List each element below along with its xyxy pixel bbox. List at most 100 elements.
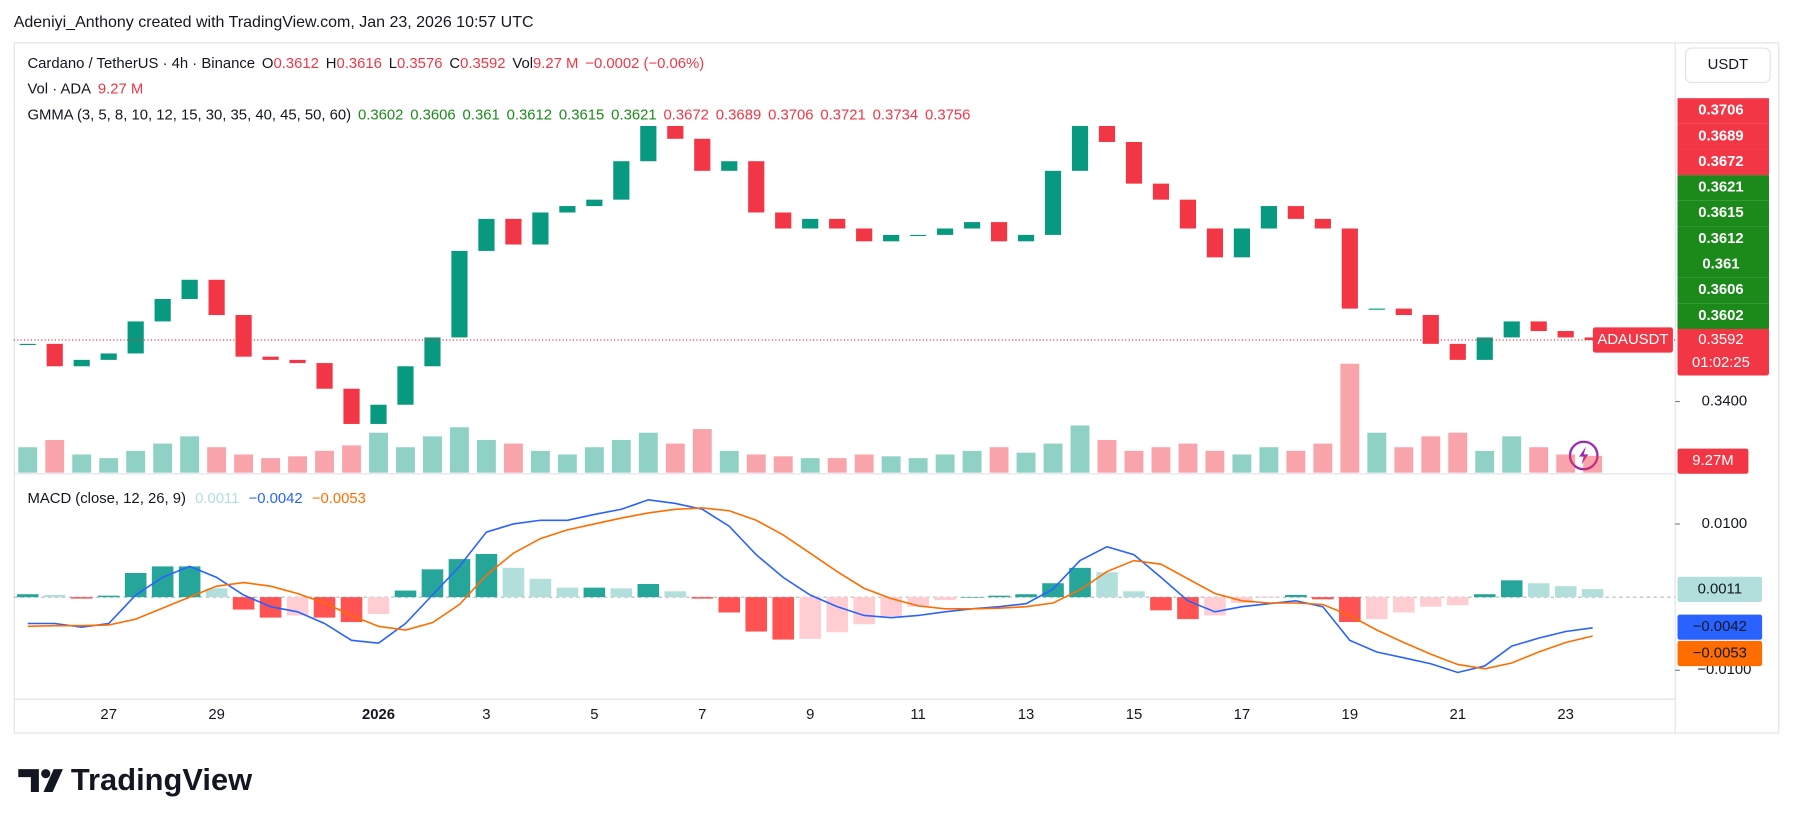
volume-bar [18, 447, 38, 473]
candle [1098, 125, 1116, 142]
volume-bar [342, 445, 361, 473]
volume-bar [1043, 443, 1063, 473]
candle [937, 228, 954, 235]
price-tag: 0.3592 [1698, 332, 1743, 348]
macd-legend: MACD (close, 12, 26, 9) 0.0011 −0.0042 −0.0… [27, 491, 366, 507]
c-label: C [449, 56, 460, 72]
macd-histogram-bar [1096, 572, 1118, 598]
macd-histogram-bar [988, 595, 1010, 598]
o-label: O [262, 56, 274, 72]
gmma-legend: GMMA (3, 5, 8, 10, 12, 15, 30, 35, 40, 4… [27, 108, 970, 124]
candle [316, 363, 333, 389]
x-tick-label: 23 [1557, 707, 1574, 723]
volume-value: 9.27 M [98, 81, 143, 97]
macd-histogram-bar [1446, 597, 1469, 606]
hist-value: 0.0011 [195, 491, 239, 507]
macd-tag: −0.0042 [1693, 619, 1747, 635]
macd-histogram-bar [1204, 597, 1226, 616]
candle [640, 125, 657, 162]
macd-histogram-bar [772, 597, 795, 640]
macd-histogram-bar [124, 572, 147, 598]
l-value: 0.3576 [397, 56, 442, 72]
gmma-tag: 0.3602 [1698, 308, 1743, 324]
candle [154, 298, 171, 322]
volume-bar [692, 429, 712, 473]
macd-histogram-bar [421, 569, 444, 598]
volume-bar [1421, 436, 1441, 473]
gmma-tag-bg [1677, 175, 1769, 201]
gmma-value: 0.3621 [611, 108, 656, 124]
volume-bar [288, 456, 308, 473]
macd-histogram-bar [691, 597, 714, 599]
macd-histogram-bar [205, 588, 228, 598]
change: −0.0002 (−0.06%) [585, 56, 704, 72]
candle [1260, 206, 1277, 229]
candle [532, 212, 549, 245]
gmma-value: 0.361 [463, 108, 500, 124]
volume-bar [1556, 454, 1576, 473]
volume-legend: Vol · ADA 9.27 M [27, 81, 143, 97]
gmma-value: 0.3734 [873, 108, 918, 124]
currency-button-label[interactable]: USDT [1708, 57, 1748, 73]
logo-dot [41, 769, 51, 779]
volume-bar [800, 458, 820, 473]
gmma-value: 0.3721 [820, 108, 865, 124]
macd-histogram-bar [1392, 597, 1415, 613]
candle [1422, 315, 1439, 344]
macd-histogram-bar [799, 597, 821, 639]
symbol-tag-bg [1592, 327, 1673, 353]
macd-histogram-bar [1366, 597, 1388, 620]
h-value: 0.3616 [336, 56, 381, 72]
macd-histogram-bar [1042, 583, 1064, 598]
candle [1017, 234, 1035, 242]
candle [1152, 183, 1170, 200]
x-tick-label: 9 [806, 707, 814, 723]
candle [1476, 337, 1493, 360]
gmma-tag: 0.3621 [1698, 180, 1743, 196]
volume-bar [1151, 447, 1171, 473]
signal-value: −0.0053 [312, 491, 366, 507]
candle [829, 218, 846, 229]
candle [721, 161, 738, 171]
x-tick-label: 3 [482, 707, 490, 723]
macd-histogram-bar [340, 597, 363, 623]
macd-histogram-bar [178, 566, 201, 598]
volume-bar [1286, 450, 1306, 473]
credit: Adeniyi_Anthony created with TradingView… [14, 14, 534, 31]
gmma-value: 0.3606 [410, 108, 455, 124]
macd-histogram-bar [853, 597, 875, 625]
gmma-tag-bg [1677, 200, 1769, 227]
macd-histogram-bar [529, 578, 552, 598]
volume-bar [450, 427, 469, 473]
macd-histogram-bar [934, 597, 956, 601]
macd-histogram-bar [1554, 586, 1577, 598]
macd-histogram-bar [1258, 597, 1280, 598]
candle [1503, 321, 1520, 338]
candle [856, 228, 873, 242]
volume-title: Vol · ADA [27, 81, 91, 97]
signal-line [27, 507, 1593, 670]
macd-histogram-bar [70, 597, 93, 599]
macd-histogram-bar [583, 587, 606, 598]
brand-logo: TradingView [18, 762, 253, 797]
volume-bar [1178, 443, 1198, 473]
y-tick-label: 0.3400 [1702, 393, 1747, 409]
volume-bar [638, 432, 658, 473]
volume-bar [1529, 447, 1549, 473]
volume-bar [1016, 452, 1036, 473]
gmma-value: 0.3615 [559, 108, 604, 124]
currency-button[interactable] [1684, 47, 1771, 83]
x-tick-label: 7 [698, 707, 706, 723]
candle [46, 343, 63, 367]
volume-bar [665, 443, 685, 473]
candle [748, 161, 765, 213]
candle [478, 218, 495, 251]
x-tick-label: 2026 [362, 707, 395, 723]
candle [775, 212, 792, 229]
gmma-value: 0.3612 [507, 108, 552, 124]
macd-histogram-bar [1123, 591, 1145, 598]
volume-bar [423, 436, 442, 473]
macd-tag-bg [1677, 614, 1763, 640]
